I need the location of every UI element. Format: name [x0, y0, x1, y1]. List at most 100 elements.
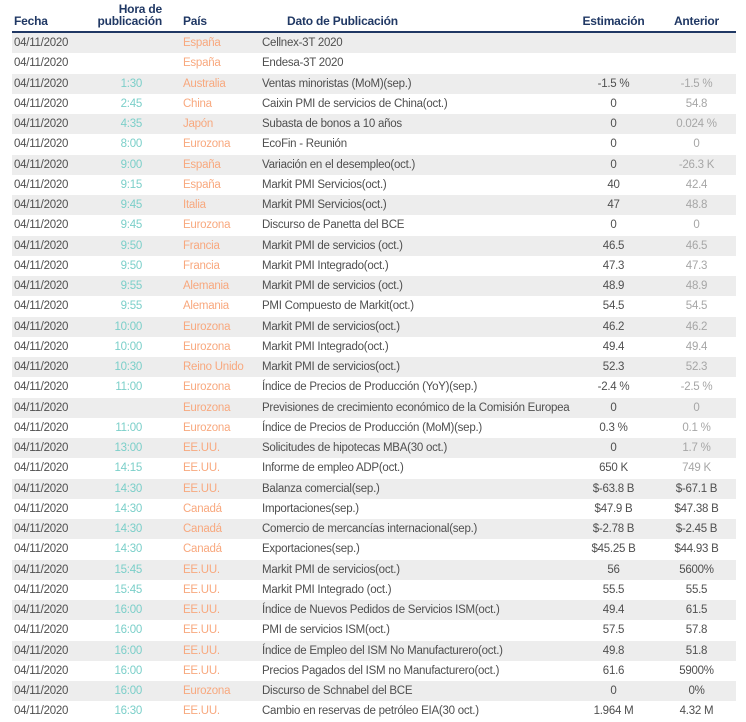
- cell-estimacion: [570, 53, 657, 73]
- cell-pais: Australia: [183, 77, 226, 90]
- cell-fecha: 04/11/2020: [14, 77, 69, 90]
- cell-dato-publicacion: Markit PMI Integrado(oct.): [262, 259, 389, 272]
- cell-anterior: 54.8: [685, 97, 708, 110]
- table-row: 04/11/2020 16:00 EE.UU. Precios Pagados …: [12, 660, 736, 681]
- cell-anterior: 55.5: [685, 583, 708, 596]
- cell-estimacion: 47: [607, 199, 620, 212]
- table-row: 04/11/2020 10:00 Eurozona Markit PMI de …: [12, 316, 736, 337]
- cell-dato-publicacion: PMI de servicios ISM(oct.): [262, 624, 390, 637]
- cell-hora-publicacion: 9:55: [120, 300, 143, 313]
- table-body: 04/11/2020 España Cellnex-3T 2020 04/11/…: [12, 32, 736, 722]
- cell-anterior: 1.7 %: [682, 442, 711, 455]
- table-row: 04/11/2020 16:00 EE.UU. Índice de Nuevos…: [12, 600, 736, 621]
- cell-anterior: -1.5 %: [680, 77, 713, 90]
- cell-anterior: 5600%: [679, 563, 714, 576]
- cell-anterior: 57.8: [685, 624, 708, 637]
- table-row: 04/11/2020 16:00 Eurozona Discurso de Sc…: [12, 681, 736, 702]
- cell-fecha: 04/11/2020: [14, 381, 69, 394]
- cell-dato-publicacion: EcoFin - Reunión: [262, 138, 347, 151]
- cell-estimacion: $45.25 B: [591, 543, 636, 556]
- cell-estimacion: 46.2: [602, 320, 625, 333]
- cell-dato-publicacion: Balanza comercial(sep.): [262, 482, 380, 495]
- cell-fecha: 04/11/2020: [14, 502, 69, 515]
- cell-pais: EE.UU.: [183, 442, 220, 455]
- table-row: 04/11/2020 15:45 EE.UU. Markit PMI de se…: [12, 559, 736, 580]
- table-row: 04/11/2020 9:50 Francia Markit PMI Integ…: [12, 255, 736, 276]
- cell-hora-publicacion: 9:00: [120, 158, 143, 171]
- cell-hora-publicacion: 14:15: [114, 462, 142, 475]
- table-row: 04/11/2020 9:15 España Markit PMI Servic…: [12, 174, 736, 195]
- cell-hora-publicacion: 11:00: [115, 421, 142, 434]
- cell-anterior: 0: [693, 219, 700, 232]
- table-row: 04/11/2020 9:00 España Variación en el d…: [12, 154, 736, 175]
- cell-estimacion: -2.4 %: [597, 381, 630, 394]
- cell-anterior: [657, 53, 736, 73]
- cell-hora-publicacion: 4:35: [120, 118, 143, 131]
- cell-fecha: 04/11/2020: [14, 239, 69, 252]
- cell-estimacion: 57.5: [602, 624, 625, 637]
- cell-dato-publicacion: Cambio en reservas de petróleo EIA(30 oc…: [262, 705, 479, 718]
- table-row: 04/11/2020 9:50 Francia Markit PMI de se…: [12, 235, 736, 256]
- table-row: 04/11/2020 11:00 Eurozona Índice de Prec…: [12, 377, 736, 398]
- cell-dato-publicacion: Cellnex-3T 2020: [262, 37, 343, 50]
- cell-estimacion: 0: [610, 138, 617, 151]
- cell-pais: EE.UU.: [183, 705, 220, 718]
- cell-pais: China: [183, 97, 212, 110]
- cell-anterior: $-2.45 B: [675, 523, 718, 536]
- cell-pais: EE.UU.: [183, 664, 220, 677]
- cell-anterior: 61.5: [685, 604, 708, 617]
- cell-fecha: 04/11/2020: [14, 604, 69, 617]
- cell-hora-publicacion: 16:00: [114, 664, 142, 677]
- cell-fecha: 04/11/2020: [14, 178, 69, 191]
- cell-fecha: 04/11/2020: [14, 259, 69, 272]
- cell-anterior: 46.2: [685, 320, 708, 333]
- table-row: 04/11/2020 10:00 Eurozona Markit PMI Int…: [12, 336, 736, 357]
- table-row: 04/11/2020 14:30 EE.UU. Balanza comercia…: [12, 478, 736, 499]
- cell-fecha: 04/11/2020: [14, 644, 69, 657]
- table-row: 04/11/2020 16:30 EE.UU. Cambio en reserv…: [12, 701, 736, 722]
- cell-pais: Francia: [183, 239, 220, 252]
- cell-dato-publicacion: Variación en el desempleo(oct.): [262, 158, 416, 171]
- table-row: 04/11/2020 9:55 Alemania PMI Compuesto d…: [12, 296, 736, 317]
- cell-hora-publicacion: 14:30: [114, 543, 142, 556]
- cell-pais: Francia: [183, 259, 220, 272]
- table-row: 04/11/2020 16:00 EE.UU. Índice de Empleo…: [12, 640, 736, 661]
- cell-anterior: 5900%: [679, 664, 714, 677]
- cell-pais: Alemania: [183, 280, 229, 293]
- table-row: 04/11/2020 15:45 EE.UU. Markit PMI Integ…: [12, 579, 736, 600]
- table-row: 04/11/2020 14:15 EE.UU. Informe de emple…: [12, 458, 736, 479]
- table-row: 04/11/2020 14:30 Canadá Importaciones(se…: [12, 498, 736, 519]
- cell-pais: Eurozona: [183, 421, 231, 434]
- cell-hora-publicacion: 1:30: [120, 77, 143, 90]
- cell-estimacion: 0: [610, 685, 617, 698]
- cell-anterior: 54.5: [685, 300, 708, 313]
- cell-dato-publicacion: Discurso de Schnabel del BCE: [262, 685, 413, 698]
- cell-dato-publicacion: Markit PMI de servicios(oct.): [262, 563, 400, 576]
- cell-pais: Canadá: [183, 523, 222, 536]
- cell-estimacion: 0.3 %: [599, 421, 628, 434]
- cell-hora-publicacion: 16:00: [114, 644, 142, 657]
- cell-dato-publicacion: Markit PMI Integrado(oct.): [262, 340, 389, 353]
- cell-hora-publicacion: 16:00: [114, 604, 142, 617]
- cell-hora-publicacion: 11:00: [115, 381, 142, 394]
- table-row: 04/11/2020 España Endesa-3T 2020: [12, 53, 736, 74]
- cell-anterior: 749 K: [682, 462, 711, 475]
- cell-pais: Alemania: [183, 300, 229, 313]
- cell-anterior: $44.93 B: [674, 543, 719, 556]
- cell-estimacion: -1.5 %: [597, 77, 630, 90]
- cell-anterior: 0: [693, 138, 700, 151]
- cell-fecha: 04/11/2020: [14, 219, 69, 232]
- cell-hora-publicacion: 10:30: [114, 361, 142, 374]
- cell-anterior: 52.3: [685, 361, 708, 374]
- cell-anterior: 48.8: [685, 199, 708, 212]
- cell-estimacion: $-2.78 B: [592, 523, 635, 536]
- cell-dato-publicacion: Informe de empleo ADP(oct.): [262, 462, 404, 475]
- table-row: 04/11/2020 Eurozona Previsiones de creci…: [12, 397, 736, 418]
- cell-estimacion: 49.4: [602, 604, 625, 617]
- cell-fecha: 04/11/2020: [14, 482, 69, 495]
- cell-pais: España: [183, 178, 221, 191]
- cell-pais: España: [183, 158, 221, 171]
- cell-pais: EE.UU.: [183, 604, 220, 617]
- cell-anterior: 4.32 M: [679, 705, 714, 718]
